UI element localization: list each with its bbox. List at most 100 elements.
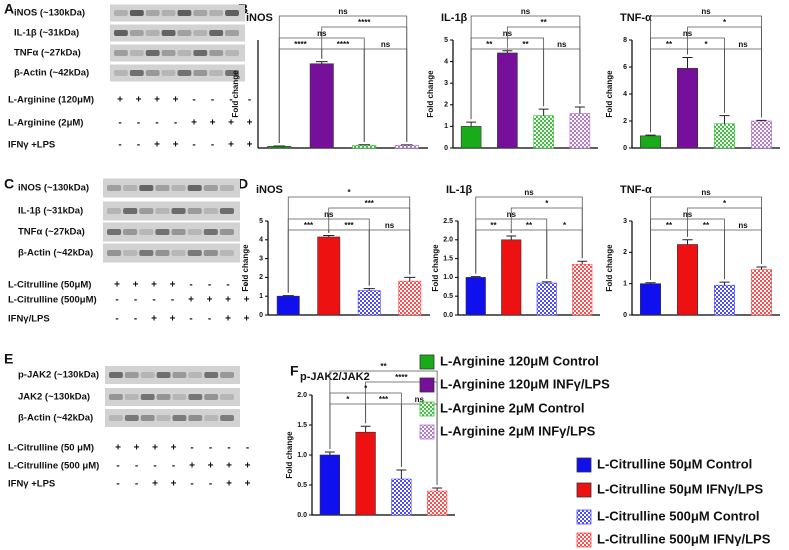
blot-lane [219, 208, 234, 214]
treatment-sign: + [225, 295, 231, 306]
y-tick-label: 0 [623, 145, 627, 152]
blot-lane [123, 250, 138, 256]
treatment-label: IFNγ +LPS [8, 140, 55, 151]
blot-lane [187, 208, 202, 214]
blot-lane [156, 394, 171, 400]
band-label: iNOS (~130kDa) [14, 8, 85, 19]
chart-title: TNF-α [620, 184, 652, 196]
treatment-sign: + [188, 295, 194, 306]
error-bar [466, 121, 477, 127]
blot-lane [177, 70, 192, 76]
significance-label: ** [666, 40, 673, 49]
blot-lane [193, 70, 208, 76]
significance-label: *** [379, 395, 389, 404]
treatment-sign: + [244, 295, 250, 306]
blot-lane [155, 229, 170, 235]
significance-bracket [278, 15, 408, 144]
error-bar [645, 282, 656, 284]
y-axis-label: Fold change [285, 431, 294, 479]
y-tick-label: 4 [444, 58, 448, 65]
treatment-sign: - [116, 479, 119, 490]
error-bar [574, 106, 585, 114]
significance-label: ns [415, 395, 425, 404]
y-tick-label: 4 [259, 237, 263, 244]
blot-lane [155, 208, 170, 214]
panel-letter: E [4, 351, 13, 367]
blot-lane [188, 394, 203, 400]
treatment-sign: + [244, 314, 250, 325]
band-label: IL-1β (~31kDa) [14, 28, 79, 39]
blot-lane [124, 394, 139, 400]
blot-lane [187, 185, 202, 191]
bar [276, 295, 300, 316]
treatment-sign: + [154, 140, 160, 151]
significance-label: *** [304, 221, 314, 230]
significance-bracket [470, 15, 581, 120]
blot-lane [172, 394, 187, 400]
treatment-sign: + [208, 461, 214, 472]
treatment-sign: - [174, 118, 177, 129]
treatment-sign: + [226, 461, 232, 472]
significance-label: *** [365, 199, 375, 208]
treatment-sign: - [208, 280, 211, 291]
y-tick-label: 0.5 [297, 482, 307, 489]
treatment-sign: - [172, 461, 175, 472]
blot-lane [188, 372, 203, 378]
significance-label: **** [337, 40, 350, 49]
treatment-label: L-Citrulline (500μM) [8, 295, 97, 306]
y-axis-label: Fold change [605, 244, 614, 292]
bar [714, 284, 735, 316]
band-label: IL-1β (~31kDa) [18, 206, 83, 217]
y-tick-label: 0.0 [297, 512, 307, 519]
y-tick-label: 2 [444, 102, 448, 109]
blot-lane [209, 70, 224, 76]
treatment-sign: - [171, 295, 174, 306]
bar [501, 239, 522, 316]
blot-lane [225, 50, 239, 56]
treatment-sign: + [207, 295, 213, 306]
significance-label: ns [381, 40, 391, 49]
bar [714, 123, 735, 149]
bar [357, 290, 381, 316]
significance-label: ns [701, 7, 711, 16]
chart-title: p-JAK2/JAK2 [300, 371, 370, 383]
significance-bracket [650, 196, 762, 280]
error-bar [432, 487, 443, 491]
legend-swatch [576, 509, 592, 525]
bar [352, 145, 377, 149]
blot-lane [172, 372, 187, 378]
y-axis-label: Fold change [605, 70, 614, 118]
significance-label: ns [385, 221, 395, 230]
treatment-sign: - [135, 461, 138, 472]
blot-lane [203, 229, 218, 235]
blot-lane [177, 10, 192, 16]
panel-letter: D [238, 176, 248, 192]
blot-lane [204, 415, 219, 421]
band-label: β-Actin (~42kDa) [18, 413, 93, 424]
treatment-sign: + [136, 95, 142, 106]
legend-label: L-Arginine 2μM Control [440, 400, 584, 415]
bar [355, 431, 376, 516]
significance-label: * [563, 221, 567, 230]
treatment-sign: + [114, 280, 120, 291]
treatment-sign: + [133, 280, 139, 291]
treatment-sign: + [115, 443, 121, 454]
y-tick-label: 3 [623, 218, 627, 225]
significance-label: ns [738, 40, 748, 49]
blot-lane [139, 185, 154, 191]
band-label: iNOS (~130kDa) [18, 183, 89, 194]
y-tick-label: 4 [623, 91, 627, 98]
significance-label: **** [395, 373, 408, 382]
bar [497, 52, 518, 149]
y-tick-label: 1.0 [297, 452, 307, 459]
error-bar [324, 451, 335, 455]
treatment-sign: - [226, 280, 229, 291]
blot-lane [129, 10, 144, 16]
treatment-sign: + [226, 479, 232, 490]
error-bar [470, 276, 481, 278]
blot-lane [193, 30, 208, 36]
legend-swatch [576, 482, 592, 498]
y-tick-label: 2 [623, 249, 627, 256]
significance-label: ** [526, 221, 533, 230]
treatment-sign: - [245, 280, 248, 291]
